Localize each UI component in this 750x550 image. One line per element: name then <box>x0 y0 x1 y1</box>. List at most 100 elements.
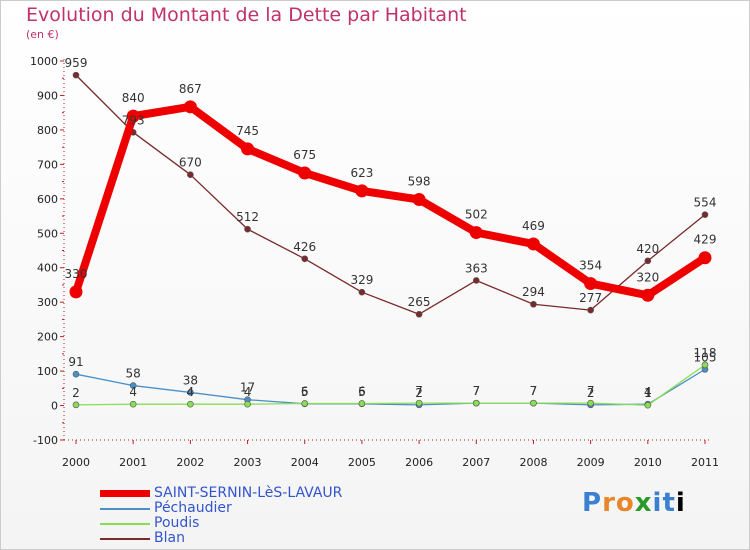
data-point <box>472 277 480 284</box>
data-point <box>72 370 80 378</box>
series-line <box>75 364 706 406</box>
chart-title: Evolution du Montant de la Dette par Hab… <box>26 4 467 26</box>
x-tick-label: 2008 <box>519 456 547 469</box>
x-tick-label: 2001 <box>119 456 147 469</box>
legend-swatch-blan <box>100 538 150 540</box>
data-label: 623 <box>350 166 373 180</box>
data-point <box>126 109 140 123</box>
data-label: 5 <box>358 385 366 399</box>
legend-swatch-poudis <box>100 523 150 525</box>
data-label: 675 <box>293 148 316 162</box>
data-point <box>644 257 652 265</box>
y-tick-label: 700 <box>37 158 58 171</box>
data-point <box>301 400 309 407</box>
data-label: 5 <box>301 385 309 399</box>
data-label: 512 <box>236 210 259 224</box>
data-point <box>183 100 197 114</box>
logo-letter: x <box>634 488 653 518</box>
data-point <box>701 361 709 369</box>
y-tick-label: 400 <box>37 262 58 275</box>
logo-letter: i <box>652 488 663 518</box>
data-point <box>187 171 194 178</box>
y-tick-label: 1000 <box>30 55 58 68</box>
logo-letter: t <box>662 488 676 518</box>
data-point <box>244 225 251 233</box>
x-tick-label: 2010 <box>634 456 662 469</box>
y-tick-label: 800 <box>37 124 58 137</box>
data-point <box>298 166 312 180</box>
legend-swatch-saint-sernin <box>100 490 150 497</box>
data-point <box>72 71 80 79</box>
x-tick-label: 2009 <box>577 456 605 469</box>
data-point <box>530 399 537 407</box>
proxiti-logo: Proxiti <box>582 488 686 518</box>
data-point <box>641 288 655 302</box>
data-label: 277 <box>579 291 602 305</box>
x-tick-label: 2004 <box>291 456 319 469</box>
data-label: 6 <box>358 384 366 398</box>
data-label: 426 <box>293 240 316 254</box>
data-label: 38 <box>183 373 198 387</box>
x-tick-label: 2000 <box>62 456 90 469</box>
data-label: 91 <box>68 355 83 369</box>
y-tick-label: 900 <box>37 89 58 102</box>
data-point <box>69 285 83 299</box>
data-label: 598 <box>408 175 431 189</box>
data-point <box>469 226 483 240</box>
data-point <box>355 184 369 198</box>
legend-label-saint-sernin: SAINT-SERNIN-LèS-LAVAUR <box>154 485 343 501</box>
data-label: 867 <box>179 82 202 96</box>
data-point <box>644 401 652 409</box>
data-label: 4 <box>244 385 252 399</box>
data-label: 670 <box>179 156 202 170</box>
data-point <box>415 310 423 318</box>
legend-label-poudis: Poudis <box>154 515 200 531</box>
data-label: 745 <box>236 124 259 138</box>
x-tick-label: 2011 <box>691 456 719 469</box>
data-point <box>587 306 594 314</box>
series-line <box>72 102 708 300</box>
data-point <box>187 400 194 408</box>
data-label: 2 <box>587 386 595 400</box>
x-tick-label: 2003 <box>234 456 262 469</box>
y-tick-label: 600 <box>37 193 58 206</box>
data-point <box>301 255 309 263</box>
data-label: 294 <box>522 285 545 299</box>
data-point <box>415 399 423 407</box>
data-label: 105 <box>694 350 717 364</box>
data-point <box>129 400 137 408</box>
data-point <box>358 288 366 296</box>
data-label: 17 <box>240 381 255 395</box>
data-label: 429 <box>694 233 717 247</box>
logo-letter: o <box>615 488 635 518</box>
x-tick-label: 2006 <box>405 456 433 469</box>
data-label: 4 <box>644 385 652 399</box>
data-point <box>72 401 80 409</box>
x-tick-label: 2007 <box>462 456 490 469</box>
data-label: 7 <box>472 384 480 398</box>
y-tick-label: 300 <box>37 296 58 309</box>
data-label: 329 <box>350 273 373 287</box>
data-label: 6 <box>301 384 309 398</box>
data-label: 363 <box>465 261 488 275</box>
y-tick-label: -100 <box>33 434 58 447</box>
data-label: 7 <box>415 384 423 398</box>
chart-unit: (en €) <box>26 28 59 41</box>
data-label: 2 <box>72 386 80 400</box>
y-tick-label: 0 <box>51 400 58 413</box>
data-point <box>698 251 712 265</box>
logo-letter: i <box>675 488 686 518</box>
series-line <box>75 74 706 315</box>
data-label: 1 <box>644 386 652 400</box>
data-label: 4 <box>187 385 195 399</box>
data-label: 2 <box>415 386 423 400</box>
data-label: 7 <box>472 384 480 398</box>
data-label: 320 <box>636 270 659 284</box>
data-label: 330 <box>65 267 88 281</box>
data-label: 7 <box>530 384 538 398</box>
data-label: 354 <box>579 259 602 273</box>
y-tick-label: 500 <box>37 227 58 240</box>
data-point <box>526 237 540 251</box>
data-label: 502 <box>465 208 488 222</box>
